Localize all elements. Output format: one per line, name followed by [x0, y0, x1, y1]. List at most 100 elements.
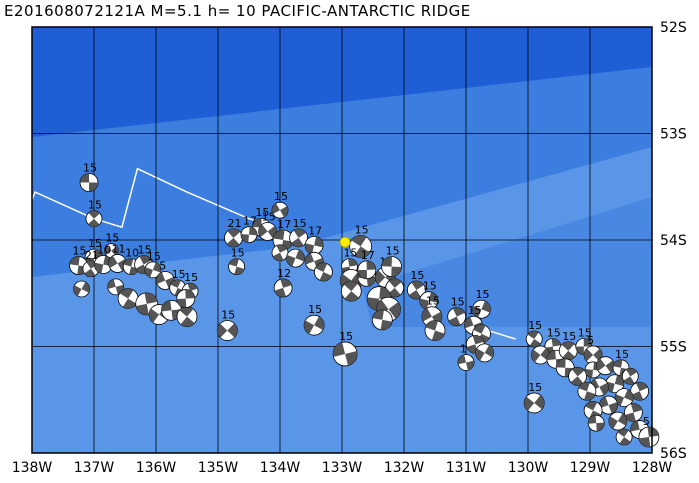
mechanism-depth-label: 15	[451, 296, 465, 309]
beachball-compression	[156, 272, 166, 284]
beachball-compression	[286, 254, 296, 267]
beachball-compression	[180, 316, 195, 327]
beachball-compression	[551, 338, 561, 347]
mechanism-depth-label: 17	[361, 249, 375, 262]
focal-mechanism: 15	[144, 250, 162, 279]
beachball-compression	[583, 391, 596, 401]
focal-mechanism: 15	[349, 223, 373, 258]
mechanism-depth-label: 15	[147, 250, 161, 263]
beachball-compression	[272, 252, 284, 261]
beachball-compression	[380, 319, 393, 330]
mechanism-depth-label: 15	[476, 288, 490, 301]
beachball-compression	[388, 278, 402, 288]
beachball-compression	[524, 396, 535, 411]
mechanism-depth-label: 15	[426, 295, 440, 308]
mechanism-depth-label: 17	[243, 215, 257, 228]
beachball-compression	[226, 237, 240, 247]
lat-tick-label: 56S	[660, 446, 687, 462]
lat-tick-label: 55S	[660, 340, 687, 356]
beachball-compression	[614, 375, 624, 387]
mechanism-depth-label: 15	[467, 304, 481, 317]
beachball-compression	[635, 382, 648, 392]
beachball-compression	[88, 210, 100, 219]
beachball-compression	[348, 258, 358, 267]
mechanism-depth-label: 12	[277, 267, 291, 280]
focal-mechanism: 15	[406, 269, 426, 300]
beachball-compression	[227, 323, 238, 338]
focal-mechanism	[385, 278, 405, 298]
beachball-compression	[314, 316, 325, 331]
mechanism-depth-label: 15	[184, 271, 198, 284]
beachball-compression	[344, 291, 359, 302]
lon-tick-label: 138W	[12, 460, 53, 476]
beachball-compression	[481, 300, 491, 313]
beachball-compression	[280, 278, 292, 288]
mechanism-depth-label: 15	[105, 232, 119, 245]
beachball-compression	[217, 323, 228, 338]
beachball-compression	[252, 218, 262, 228]
mechanism-depth-label: 15	[255, 206, 269, 219]
beachball-compression	[88, 218, 100, 227]
beachball-compression	[585, 368, 594, 378]
beachball-compression	[428, 291, 438, 303]
focal-mechanism: 15	[289, 217, 309, 248]
focal-mechanism	[340, 280, 362, 302]
beachball-compression	[638, 437, 651, 448]
beachball-compression	[419, 298, 429, 310]
beachball-compression	[119, 288, 134, 299]
beachball-compression	[578, 382, 590, 392]
lat-tick-label: 52S	[660, 20, 687, 36]
beachball-compression	[241, 233, 249, 243]
beachball-compression	[458, 354, 466, 365]
beachball-compression	[228, 258, 239, 267]
lon-tick-label: 134W	[260, 460, 301, 476]
mechanism-depth-label: 5	[587, 334, 594, 347]
mechanism-depth-label: 15	[88, 199, 102, 212]
mechanism-depth-label: 15	[355, 223, 369, 236]
epicenter-marker	[339, 236, 351, 248]
beachball-compression	[80, 173, 90, 183]
beachball-compression	[630, 403, 643, 413]
lon-tick-label: 129W	[570, 460, 611, 476]
mechanism-depth-label: 15	[83, 161, 97, 174]
focal-mechanism	[424, 320, 446, 341]
beachball-compression	[314, 236, 324, 248]
beachball-compression	[585, 401, 598, 411]
beachball-compression	[452, 307, 465, 317]
focal-mechanism: 10	[93, 243, 113, 274]
beachball-compression	[421, 307, 432, 322]
beachball-compression	[588, 415, 597, 424]
ridge-line	[31, 167, 268, 229]
event-title: E201608072121A M=5.1 h= 10 PACIFIC-ANTAR…	[4, 2, 471, 20]
beachball-compression	[179, 306, 194, 317]
mechanism-depth-label: 15	[221, 309, 235, 322]
lat-tick-label: 53S	[660, 127, 687, 143]
lon-tick-label: 135W	[198, 460, 239, 476]
beachball-compression	[562, 350, 575, 360]
beachball-compression	[354, 246, 370, 258]
beachball-compression	[599, 382, 609, 395]
focal-mechanism	[621, 367, 639, 385]
mechanism-depth-label: 17	[308, 224, 322, 237]
focal-mechanism	[366, 286, 392, 311]
focal-mechanism: 15	[472, 288, 491, 319]
beachball-compression	[608, 416, 618, 429]
beachball-compression	[448, 316, 461, 326]
beachball-compression	[185, 289, 195, 299]
beachball-compression	[135, 303, 149, 315]
mechanism-depth-label: 5	[159, 259, 166, 272]
beachball-compression	[472, 305, 482, 318]
epicenter-layer	[339, 236, 351, 248]
focal-mechanism	[624, 403, 643, 422]
beachball-compression	[315, 262, 328, 272]
beachball-compression	[473, 324, 486, 334]
beachball-compression	[408, 290, 422, 300]
event-depth: h= 10	[207, 2, 257, 20]
beachball-compression	[366, 260, 376, 270]
focal-mechanism	[599, 395, 618, 415]
beachball-compression	[273, 230, 285, 240]
beachball-compression	[472, 335, 484, 345]
focal-mechanism	[313, 262, 333, 282]
mechanism-depth-label: 15	[231, 247, 245, 260]
